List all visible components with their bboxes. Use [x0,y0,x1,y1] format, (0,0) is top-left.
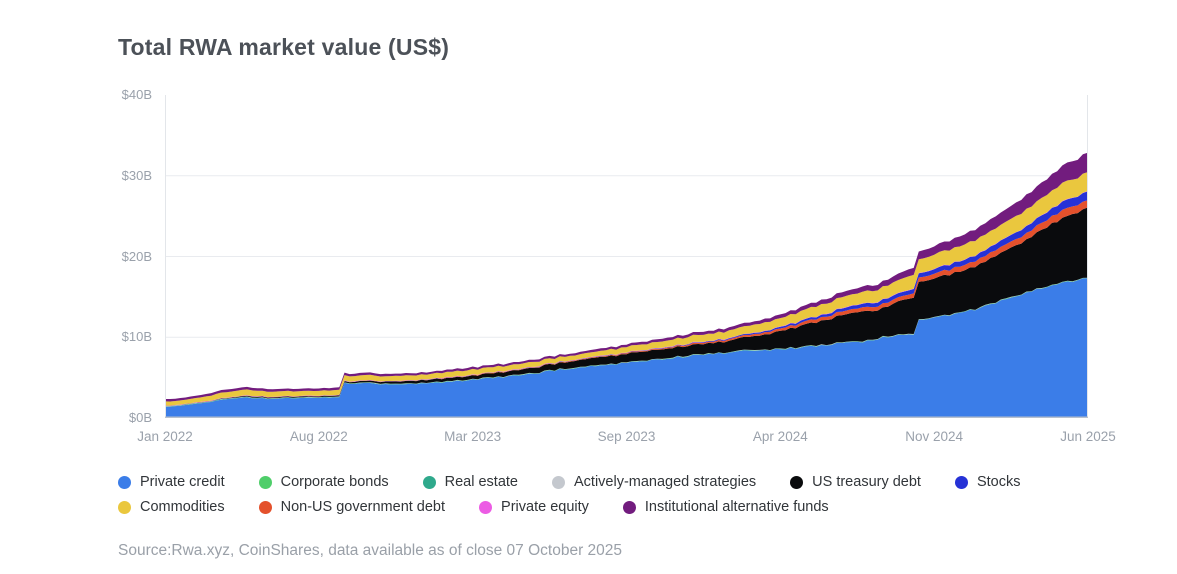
x-tick-label-2: Aug 2022 [289,429,348,444]
legend-swatch-private_equity [479,500,493,514]
chart-title: Total RWA market value (US$) [118,34,450,60]
legend-label-non_us_government_debt: Non-US government debt [280,499,446,515]
x-tick-label-5: Apr 2024 [752,429,808,444]
legend-swatch-corporate_bonds [258,475,272,489]
legend-swatch-institutional_alternative_funds [622,500,636,514]
legend-swatch-actively_managed_strategies [552,475,565,489]
legend-item-private_equity[interactable]: Private equity [479,499,589,515]
stacked-area-chart[interactable] [165,95,1088,418]
legend-swatch-non_us_government_debt [258,500,272,514]
legend-swatch-us_treasury_debt [790,475,804,489]
legend-item-stocks[interactable]: Stocks [954,474,1021,490]
x-tick-label-1: Jan 2022 [137,429,193,444]
legend-label-corporate_bonds: Corporate bonds [280,474,389,490]
x-tick-label-3: Mar 2023 [444,429,502,444]
legend-row-1: Private credit Corporate bonds Real estate… [118,474,1054,490]
legend-label-commodities: Commodities [140,499,225,515]
legend-label-actively_managed_strategies: Actively-managed strategies [574,474,757,490]
legend-label-us_treasury_debt: US treasury debt [812,474,921,490]
legend-swatch-private_credit [118,475,131,489]
legend-item-us_treasury_debt[interactable]: US treasury debt [790,474,921,490]
x-tick-label-7: Jun 2025 [1060,429,1116,444]
legend-swatch-stocks [954,475,968,489]
x-tick-label-6: Nov 2024 [905,429,964,444]
legend-item-institutional_alternative_funds[interactable]: Institutional alternative funds [622,499,829,515]
y-tick-label-30: $30B [121,167,152,183]
legend-label-private_equity: Private equity [501,499,589,515]
y-tick-label-40: $40B [121,87,152,102]
x-tick-label-4: Sep 2023 [597,429,656,444]
legend-item-corporate_bonds[interactable]: Corporate bonds [258,474,389,490]
legend-swatch-commodities [118,500,131,514]
area-commodities[interactable] [165,172,1088,406]
legend-label-private_credit: Private credit [140,474,225,490]
area-institutional_alternative_funds[interactable] [165,152,1088,402]
legend-item-commodities[interactable]: Commodities [118,499,225,515]
y-tick-label-0: $0B [128,410,152,425]
legend-label-real_estate: Real estate [444,474,518,490]
legend-label-stocks: Stocks [976,474,1021,490]
legend-row-2: Commodities Non-US government debt Private… [118,499,863,515]
area-us_treasury_debt[interactable] [165,207,1088,407]
area-private_credit[interactable] [165,278,1088,418]
legend-item-non_us_government_debt[interactable]: Non-US government debt [258,499,446,515]
source-note: Source:Rwa.xyz, CoinShares, data availab… [118,542,623,559]
y-tick-label-10: $10B [121,329,152,345]
legend-swatch-real_estate [422,475,436,489]
legend-item-actively_managed_strategies[interactable]: Actively-managed strategies [552,474,756,490]
legend-item-private_credit[interactable]: Private credit [118,474,225,490]
legend-item-real_estate[interactable]: Real estate [422,474,518,490]
legend-label-institutional_alternative_funds: Institutional alternative funds [644,499,829,515]
y-tick-label-20: $20B [121,248,152,264]
